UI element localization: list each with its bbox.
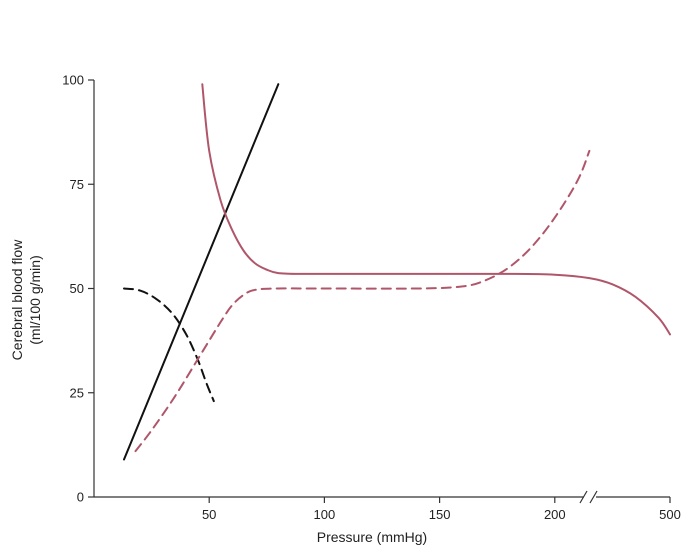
y-tick-label: 50	[70, 281, 84, 296]
x-tick-label: 200	[544, 507, 566, 522]
x-tick-label: 500	[659, 507, 681, 522]
y-axis-title-line-2: (ml/100 g/min)	[27, 255, 43, 344]
y-tick-label: 100	[62, 73, 84, 88]
x-tick-label: 150	[429, 507, 451, 522]
x-tick-label: 50	[202, 507, 216, 522]
series-line-4	[134, 149, 591, 453]
ticks: 0 25 50 75 100 50 100 150 200 500	[62, 73, 681, 523]
x-tick-label: 100	[314, 507, 336, 522]
y-axis-title: Cerebral blood flow (ml/100 g/min)	[9, 239, 43, 361]
series-line-2	[123, 287, 215, 403]
y-axis-title-line-1: Cerebral blood flow	[9, 239, 25, 361]
series-line-3	[201, 83, 671, 336]
y-tick-label: 75	[70, 177, 84, 192]
axes	[93, 80, 670, 504]
axis-break-mark	[579, 490, 598, 504]
series-line-1	[123, 83, 280, 461]
y-tick-label: 25	[70, 385, 84, 400]
series-layer	[123, 83, 671, 461]
y-tick-label: 0	[77, 490, 84, 505]
x-axis-title: Pressure (mmHg)	[317, 529, 427, 545]
